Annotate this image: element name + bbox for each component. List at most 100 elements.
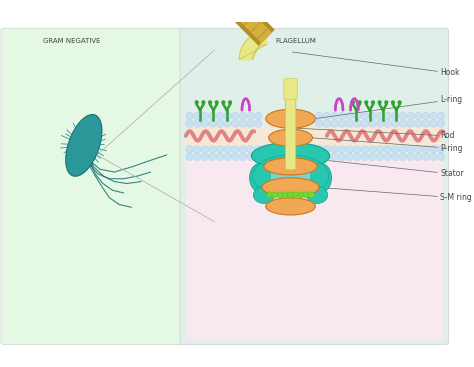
Circle shape <box>231 120 239 127</box>
Circle shape <box>407 120 414 127</box>
Circle shape <box>231 153 239 161</box>
Circle shape <box>193 112 201 120</box>
Bar <box>186 159 443 339</box>
Circle shape <box>376 145 384 153</box>
Circle shape <box>357 100 362 105</box>
Circle shape <box>216 145 224 153</box>
Text: Filament: Filament <box>0 366 1 367</box>
Circle shape <box>392 120 399 127</box>
Circle shape <box>354 120 361 127</box>
FancyBboxPatch shape <box>284 79 297 100</box>
Polygon shape <box>239 31 267 60</box>
Circle shape <box>407 145 414 153</box>
Circle shape <box>209 145 216 153</box>
Circle shape <box>201 112 209 120</box>
Circle shape <box>437 145 445 153</box>
Circle shape <box>399 112 407 120</box>
Circle shape <box>315 145 323 153</box>
Ellipse shape <box>250 163 271 192</box>
Circle shape <box>361 145 369 153</box>
Circle shape <box>282 192 288 198</box>
Bar <box>186 34 443 112</box>
Circle shape <box>323 145 330 153</box>
Circle shape <box>371 100 375 105</box>
Circle shape <box>361 120 369 127</box>
Circle shape <box>293 192 299 198</box>
Circle shape <box>392 145 399 153</box>
Ellipse shape <box>262 178 319 197</box>
FancyBboxPatch shape <box>285 95 296 170</box>
Text: P-ring: P-ring <box>311 138 463 153</box>
Text: FLAGELLUM: FLAGELLUM <box>275 38 316 44</box>
Circle shape <box>239 112 247 120</box>
Text: S-M ring: S-M ring <box>317 187 472 202</box>
Circle shape <box>376 153 384 161</box>
Circle shape <box>193 120 201 127</box>
Circle shape <box>376 120 384 127</box>
Circle shape <box>369 145 376 153</box>
Ellipse shape <box>269 129 312 146</box>
Circle shape <box>346 120 354 127</box>
Circle shape <box>338 120 346 127</box>
Circle shape <box>186 120 193 127</box>
Circle shape <box>247 112 255 120</box>
Circle shape <box>247 145 255 153</box>
Circle shape <box>437 112 445 120</box>
Circle shape <box>315 112 323 120</box>
Polygon shape <box>177 0 275 46</box>
Ellipse shape <box>310 163 331 192</box>
Ellipse shape <box>266 198 315 215</box>
Circle shape <box>354 153 361 161</box>
Circle shape <box>407 112 414 120</box>
Circle shape <box>255 120 262 127</box>
Circle shape <box>224 112 231 120</box>
Circle shape <box>209 153 216 161</box>
Circle shape <box>354 112 361 120</box>
Circle shape <box>224 145 231 153</box>
Circle shape <box>391 100 395 105</box>
Circle shape <box>354 145 361 153</box>
FancyBboxPatch shape <box>285 95 296 170</box>
Circle shape <box>186 145 193 153</box>
Circle shape <box>407 153 414 161</box>
Polygon shape <box>180 0 272 43</box>
Circle shape <box>399 120 407 127</box>
Circle shape <box>186 153 193 161</box>
Circle shape <box>303 192 310 198</box>
Ellipse shape <box>307 186 328 204</box>
Circle shape <box>361 153 369 161</box>
Circle shape <box>399 145 407 153</box>
Bar <box>186 126 443 145</box>
Circle shape <box>195 100 199 105</box>
Ellipse shape <box>66 115 102 176</box>
Circle shape <box>247 153 255 161</box>
Circle shape <box>201 153 209 161</box>
Circle shape <box>338 145 346 153</box>
Circle shape <box>369 120 376 127</box>
Circle shape <box>255 153 262 161</box>
Circle shape <box>364 100 368 105</box>
Circle shape <box>398 100 402 105</box>
Circle shape <box>201 100 206 105</box>
Circle shape <box>298 192 304 198</box>
Circle shape <box>277 192 283 198</box>
Circle shape <box>255 145 262 153</box>
Ellipse shape <box>253 155 328 197</box>
Circle shape <box>437 153 445 161</box>
Circle shape <box>186 112 193 120</box>
Circle shape <box>414 145 422 153</box>
Circle shape <box>346 112 354 120</box>
Circle shape <box>384 120 392 127</box>
Text: L-ring: L-ring <box>314 95 462 119</box>
Circle shape <box>392 153 399 161</box>
Text: GRAM NEGATIVE: GRAM NEGATIVE <box>43 38 100 44</box>
Circle shape <box>414 120 422 127</box>
Ellipse shape <box>254 186 274 204</box>
Circle shape <box>429 153 437 161</box>
Circle shape <box>384 100 388 105</box>
Text: Stator: Stator <box>328 161 464 178</box>
Circle shape <box>351 100 355 105</box>
Circle shape <box>422 112 429 120</box>
Circle shape <box>330 112 338 120</box>
Circle shape <box>209 120 216 127</box>
